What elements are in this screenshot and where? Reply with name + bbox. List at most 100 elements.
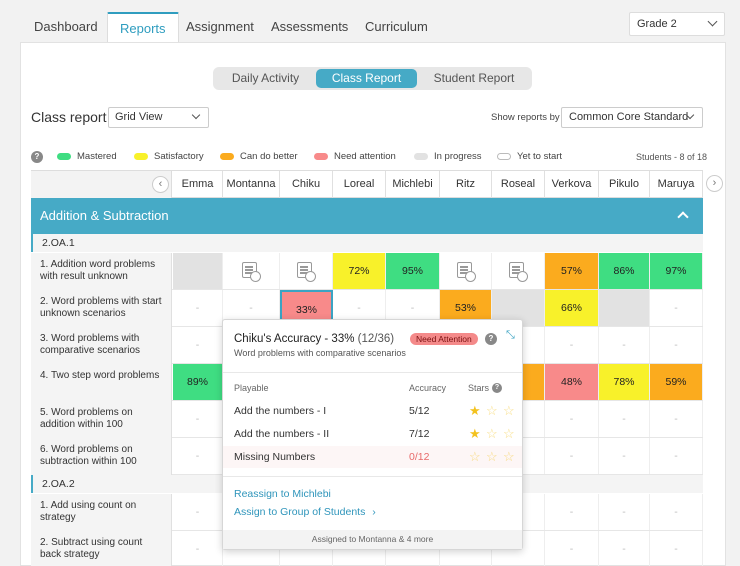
student-column-header[interactable]: Emma <box>173 171 223 198</box>
score-cell[interactable]: - <box>173 327 223 363</box>
score-cell[interactable] <box>492 494 545 530</box>
help-icon[interactable]: ? <box>31 151 43 163</box>
score-cell[interactable] <box>173 253 223 289</box>
score-cell[interactable]: - <box>650 290 703 326</box>
chevron-up-icon[interactable] <box>677 211 689 223</box>
score-cell[interactable] <box>492 253 545 289</box>
student-column-header[interactable]: Ritz <box>440 171 492 198</box>
popover-title-detail: (12/36) <box>357 333 395 345</box>
score-cell[interactable] <box>223 253 280 289</box>
section-header[interactable]: Addition & Subtraction <box>31 198 703 234</box>
popover-title: Chiku's Accuracy - 33% (12/36) <box>234 333 394 345</box>
score-cell[interactable]: - <box>650 438 703 474</box>
score-cell[interactable] <box>440 253 492 289</box>
reassign-link[interactable]: Reassign to Michlebi <box>234 488 331 500</box>
tab-dashboard[interactable]: Dashboard <box>34 19 98 34</box>
score-cell[interactable]: 57% <box>545 253 599 289</box>
score-cell[interactable]: - <box>223 290 280 326</box>
score-cell[interactable]: - <box>650 494 703 530</box>
score-cell[interactable] <box>492 327 545 363</box>
score-cell[interactable]: 66% <box>545 290 599 326</box>
student-column-header[interactable]: Verkova <box>545 171 599 198</box>
score-cell[interactable]: 59% <box>650 364 703 400</box>
score-cell[interactable] <box>492 401 545 437</box>
score-cell[interactable]: 89% <box>173 364 223 400</box>
page-title: Class report <box>31 109 107 125</box>
score-cell[interactable]: 78% <box>599 364 650 400</box>
grade-select[interactable]: Grade 2 <box>629 12 725 36</box>
daily-activity-tab[interactable]: Daily Activity <box>231 71 300 85</box>
legend-swatch <box>414 153 428 160</box>
score-cell[interactable]: 48% <box>545 364 599 400</box>
playable-row: Add the numbers - I 5/12 ★ ☆ ☆ <box>223 400 522 422</box>
score-cell[interactable]: 72% <box>333 253 386 289</box>
help-icon[interactable]: ? <box>485 333 497 345</box>
score-cell[interactable]: - <box>650 531 703 566</box>
student-column-header[interactable]: Montanna <box>223 171 280 198</box>
score-cell[interactable]: 86% <box>599 253 650 289</box>
student-report-tab[interactable]: Student Report <box>433 71 515 85</box>
tab-assignment[interactable]: Assignment <box>186 19 254 34</box>
score-cell[interactable]: - <box>545 327 599 363</box>
student-column-header[interactable]: Michlebi <box>386 171 440 198</box>
star-filled-icon: ★ <box>469 403 481 418</box>
popover-title-text: Chiku's Accuracy - 33% <box>234 333 355 345</box>
skill-row: 6. Word problems on subtraction within 1… <box>31 438 703 475</box>
status-badge: Need Attention <box>410 333 478 345</box>
student-column-header[interactable]: Roseal <box>492 171 545 198</box>
score-cell[interactable]: - <box>333 290 386 326</box>
score-cell[interactable]: - <box>650 327 703 363</box>
tab-curriculum[interactable]: Curriculum <box>365 19 428 34</box>
score-cell[interactable] <box>599 290 650 326</box>
tab-reports[interactable]: Reports <box>107 12 179 42</box>
view-select-value: Grid View <box>115 111 163 123</box>
skill-label: 2. Subtract using count back strategy <box>31 531 172 566</box>
score-cell[interactable]: - <box>173 401 223 437</box>
chevron-right-icon[interactable]: › <box>706 175 723 192</box>
score-cell[interactable]: 97% <box>650 253 703 289</box>
score-cell[interactable]: - <box>599 531 650 566</box>
score-cell[interactable]: - <box>599 438 650 474</box>
view-select[interactable]: Grid View <box>108 107 209 128</box>
score-cell[interactable]: - <box>545 438 599 474</box>
legend-label: Yet to start <box>517 151 563 162</box>
collapse-icon[interactable]: ⤡ <box>506 329 515 341</box>
standard-select[interactable]: Common Core Standard <box>561 107 703 128</box>
score-cell[interactable] <box>280 253 333 289</box>
chevron-left-icon[interactable]: ‹ <box>152 176 169 193</box>
score-cell[interactable]: - <box>545 401 599 437</box>
star-empty-icon: ☆ <box>486 426 498 441</box>
col-stars: Stars <box>468 383 490 393</box>
student-column-header[interactable]: Chiku <box>280 171 333 198</box>
score-cell[interactable]: - <box>545 494 599 530</box>
student-column-header[interactable]: Pikulo <box>599 171 650 198</box>
class-report-tab[interactable]: Class Report <box>316 69 417 88</box>
help-icon[interactable]: ? <box>492 383 502 393</box>
score-cell[interactable]: - <box>545 531 599 566</box>
score-cell[interactable]: - <box>599 327 650 363</box>
grade-select-value: Grade 2 <box>637 18 677 30</box>
score-cell[interactable]: - <box>173 494 223 530</box>
score-cell[interactable]: - <box>173 531 223 566</box>
score-cell[interactable]: - <box>599 494 650 530</box>
star-filled-icon: ★ <box>469 426 481 441</box>
score-cell[interactable]: - <box>599 401 650 437</box>
score-cell[interactable]: - <box>173 290 223 326</box>
score-cell[interactable]: - <box>173 438 223 474</box>
score-cell[interactable]: 95% <box>386 253 440 289</box>
score-cell[interactable] <box>492 531 545 566</box>
playable-name: Add the numbers - I <box>234 405 327 417</box>
tab-assessments[interactable]: Assessments <box>271 19 349 34</box>
score-cell[interactable]: - <box>650 401 703 437</box>
student-column-header[interactable]: Loreal <box>333 171 386 198</box>
score-cell[interactable] <box>492 438 545 474</box>
report-type-switch: Daily Activity Class Report Student Repo… <box>213 67 532 90</box>
student-column-header[interactable]: Maruya <box>650 171 703 198</box>
chevron-down-icon <box>191 110 201 120</box>
students-count: Students - 8 of 18 <box>636 152 708 162</box>
divider <box>223 476 522 477</box>
score-cell[interactable]: - <box>386 290 440 326</box>
assign-group-link[interactable]: Assign to Group of Students › <box>234 506 376 518</box>
legend-swatch <box>497 153 511 160</box>
star-empty-icon: ☆ <box>486 403 498 418</box>
